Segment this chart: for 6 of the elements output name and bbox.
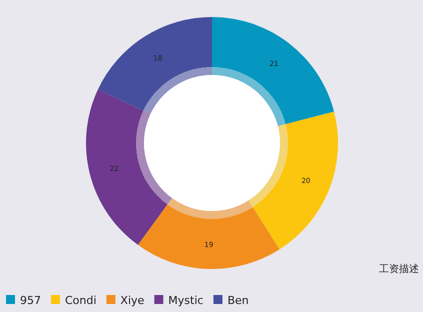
legend-label: Xiye xyxy=(120,294,145,307)
legend-label: 957 xyxy=(20,294,41,307)
legend-label: Ben xyxy=(227,294,249,307)
text: 工资描述 xyxy=(379,263,419,275)
legend-label: Condi xyxy=(65,294,96,307)
legend-label: Mystic xyxy=(168,294,204,307)
